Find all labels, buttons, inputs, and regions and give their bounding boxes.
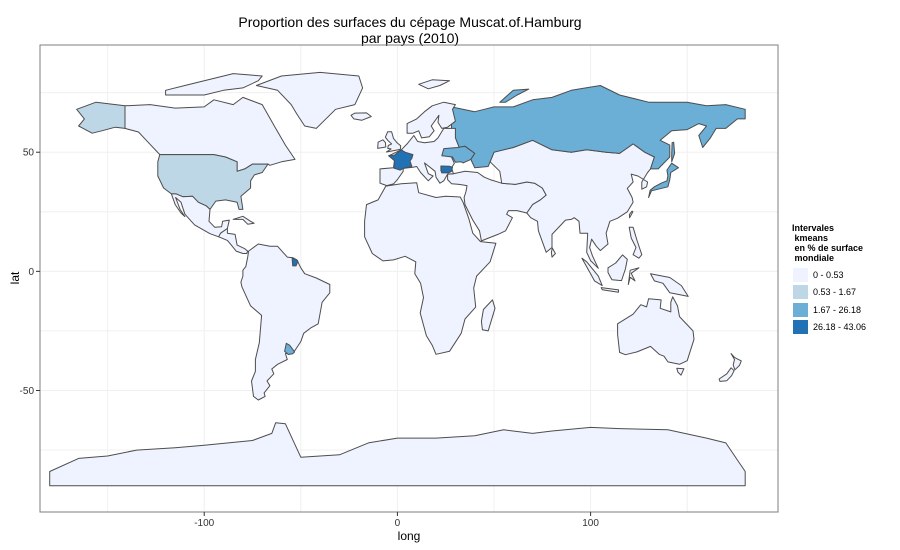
country-europe (379, 127, 460, 187)
country-greenland (255, 71, 364, 129)
legend-title-line: Intervales (792, 223, 835, 233)
country-new-guinea (650, 273, 689, 297)
legend-label: 0.53 - 1.67 (813, 287, 857, 298)
country-middle-east (447, 170, 547, 242)
axis-ticks: -100 0 100 -50 0 50 (20, 148, 600, 529)
legend-swatch (792, 301, 809, 318)
country-tasmania (676, 367, 685, 376)
country-taiwan (628, 210, 634, 219)
country-new-zealand-n (730, 353, 742, 371)
legend-label: 0 - 0.53 (813, 269, 844, 280)
y-tick-label: 0 (28, 267, 34, 278)
legend-item: 0 - 0.53 (792, 266, 897, 284)
legend: Intervales kmeans en % de surface mondia… (792, 223, 897, 336)
legend-label: 26.18 - 43.06 (813, 322, 867, 333)
legend-title-line: kmeans (792, 233, 829, 243)
chart-title-line2: par pays (2010) (360, 30, 460, 46)
legend-swatch (792, 266, 809, 283)
legend-item: 0.53 - 1.67 (792, 284, 897, 302)
country-borneo (607, 254, 628, 282)
legend-title-line: mondiale (792, 253, 835, 263)
y-tick-label: -50 (20, 386, 35, 397)
panel-border (39, 44, 779, 513)
country-madagascar (480, 299, 496, 332)
country-new-zealand-s (718, 367, 735, 382)
country-cuba (232, 215, 255, 225)
country-uruguay (284, 342, 296, 355)
country-bulgaria (440, 165, 453, 174)
country-russia-novaya-zemlya (499, 88, 530, 103)
country-ukraine (441, 145, 476, 164)
country-philippines (628, 226, 643, 259)
country-french-guiana (291, 257, 299, 267)
country-java (600, 287, 620, 293)
country-south-america (240, 243, 331, 401)
country-svalbard (418, 79, 451, 90)
country-france (388, 149, 414, 171)
country-sri-lanka (550, 247, 556, 258)
country-alaska (76, 101, 126, 134)
country-australia (617, 296, 695, 365)
country-central-america (218, 228, 249, 254)
country-sakhalin (671, 141, 676, 163)
country-scandinavia (406, 101, 456, 139)
country-iceland (350, 112, 372, 121)
x-tick-label: 0 (395, 518, 401, 529)
legend-label: 1.67 - 26.18 (813, 304, 862, 315)
x-tick-label: -100 (194, 518, 214, 529)
country-antarctica (49, 422, 746, 487)
chart-title-line1: Proportion des surfaces du cépage Muscat… (238, 14, 582, 30)
country-uk (384, 131, 402, 153)
country-russia (451, 85, 746, 170)
y-tick-label: 50 (23, 148, 35, 159)
legend-title: Intervales kmeans en % de surface mondia… (792, 223, 897, 263)
country-canadian-islands (165, 73, 263, 96)
country-shapes (49, 71, 746, 487)
country-ireland (377, 139, 387, 149)
y-axis-title: lat (8, 271, 22, 284)
legend-item: 1.67 - 26.18 (792, 301, 897, 319)
country-sulawesi (627, 267, 640, 285)
x-axis-title: long (398, 529, 421, 543)
legend-swatch (792, 319, 809, 336)
x-tick-label: 100 (582, 518, 599, 529)
legend-item: 26.18 - 43.06 (792, 319, 897, 337)
legend-swatch (792, 284, 809, 301)
chart-title: Proportion des surfaces du cépage Muscat… (40, 14, 780, 46)
country-africa (364, 182, 497, 355)
country-japan (648, 162, 679, 198)
legend-title-line: en % de surface (792, 243, 864, 253)
country-indonesia (581, 257, 603, 287)
